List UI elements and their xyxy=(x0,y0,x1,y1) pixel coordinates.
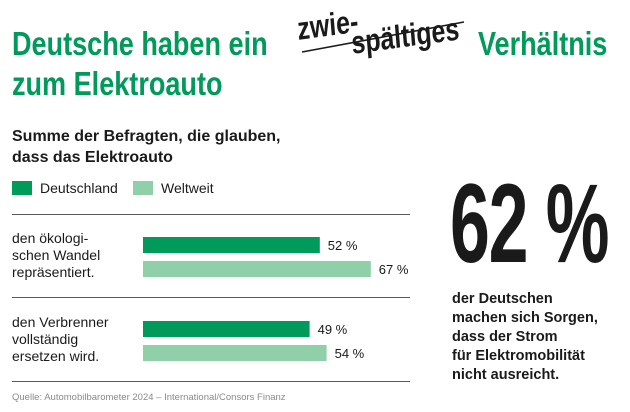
hand-slash xyxy=(301,21,465,53)
value-label-weltweit-1: 67 % xyxy=(379,262,409,277)
highlight-value: 62 % xyxy=(450,161,610,286)
highlight-line-4: für Elektromobilität xyxy=(452,348,585,364)
divider-top xyxy=(12,214,410,215)
highlight-line-1: der Deutschen xyxy=(452,291,553,307)
bar-chart: 52 % 67 % 49 % 54 % xyxy=(143,237,409,361)
title-line-1: Deutsche haben ein xyxy=(12,25,268,62)
title-line-2: zum Elektroauto xyxy=(12,65,223,102)
category-1-line-2: schen Wandel xyxy=(12,247,101,263)
category-2-line-3: ersetzen wird. xyxy=(12,348,100,364)
category-2-line-1: den Verbrenner xyxy=(12,314,109,330)
legend-swatch-deutschland xyxy=(12,181,32,195)
title-word-verhaeltnis: Verhältnis xyxy=(478,25,608,62)
value-label-deutschland-2: 49 % xyxy=(318,322,348,337)
highlight-text: der Deutschen machen sich Sorgen, dass d… xyxy=(452,290,627,385)
legend-label-deutschland: Deutschland xyxy=(40,180,118,196)
subtitle-line-2: dass das Elektroauto xyxy=(12,149,173,166)
highlight-line-5: nicht ausreicht. xyxy=(452,367,560,383)
chart-subtitle: Summe der Befragten, die glauben, dass d… xyxy=(12,126,412,168)
value-label-weltweit-2: 54 % xyxy=(335,346,365,361)
category-label-2: den Verbrenner vollständig ersetzen wird… xyxy=(12,314,137,365)
bar-deutschland-2 xyxy=(143,321,310,337)
category-2-line-2: vollständig xyxy=(12,331,79,347)
highlight-line-2: machen sich Sorgen, xyxy=(452,310,598,326)
legend-swatch-weltweit xyxy=(133,181,153,195)
subtitle-line-1: Summe der Befragten, die glauben, xyxy=(12,128,281,145)
bar-weltweit-2 xyxy=(143,345,327,361)
divider-middle xyxy=(12,297,410,298)
bar-weltweit-1 xyxy=(143,261,371,277)
category-1-line-1: den ökologi- xyxy=(12,230,89,246)
category-label-1: den ökologi- schen Wandel repräsentiert. xyxy=(12,230,137,281)
value-label-deutschland-1: 52 % xyxy=(328,238,358,253)
divider-bottom xyxy=(12,381,410,382)
source-note: Quelle: Automobilbarometer 2024 – Intern… xyxy=(12,392,286,403)
category-1-line-3: repräsentiert. xyxy=(12,264,95,280)
highlight-line-3: dass der Strom xyxy=(452,329,558,345)
legend-label-weltweit: Weltweit xyxy=(161,180,214,196)
bar-deutschland-1 xyxy=(143,237,320,253)
